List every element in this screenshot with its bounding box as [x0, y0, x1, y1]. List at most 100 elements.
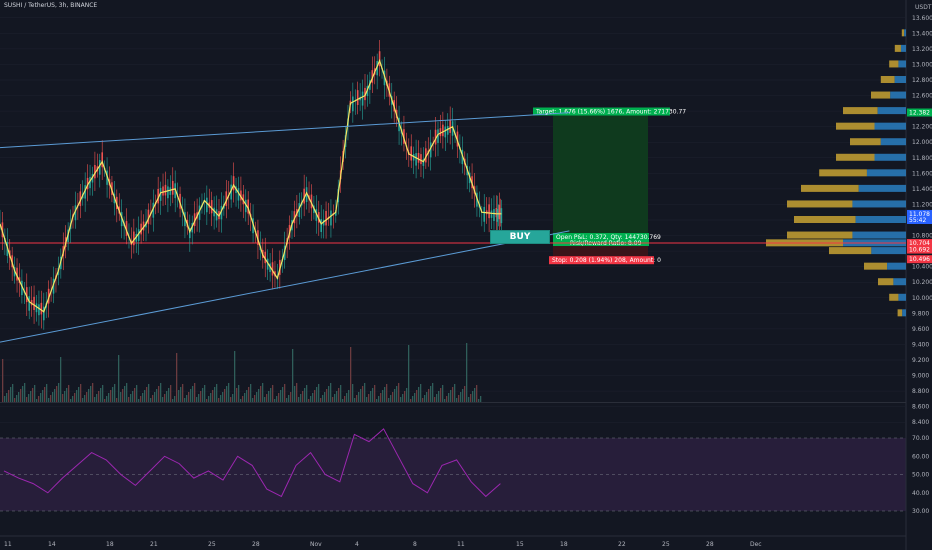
- volume-bar: [282, 387, 284, 402]
- volume-bar: [274, 399, 276, 402]
- volume-bar: [422, 398, 424, 402]
- volume-bar: [256, 392, 258, 402]
- volume-bar: [402, 394, 404, 402]
- candle-body: [232, 176, 235, 191]
- volume-bar: [372, 388, 374, 402]
- volume-bar: [436, 394, 438, 402]
- position-tool[interactable]: Target: 1.676 (15.66%) 1676, Amount: 271…: [0, 107, 906, 265]
- volume-bar: [114, 384, 116, 402]
- volume-bar: [46, 384, 48, 402]
- volume-bar: [24, 383, 26, 402]
- candle-body: [28, 296, 30, 311]
- stop-label-bg: [549, 256, 654, 265]
- candle-body: [496, 208, 499, 222]
- candle-body: [133, 231, 135, 246]
- price-tick-label: 9.400: [912, 341, 929, 348]
- volume-bar: [424, 395, 426, 402]
- price-tick-label: 11.800: [912, 155, 932, 162]
- candle-body: [322, 219, 325, 226]
- volume-bar: [348, 390, 350, 402]
- volume-bar: [464, 386, 466, 402]
- volume-bar: [30, 391, 32, 402]
- volume-bar: [416, 390, 418, 402]
- rsi-tick-label: 70.00: [912, 435, 929, 442]
- volume-bar: [20, 389, 22, 402]
- candle-body: [74, 205, 77, 221]
- candle-body: [264, 251, 267, 264]
- volume-bar: [106, 396, 108, 402]
- volume-bar: [174, 396, 176, 402]
- volume-bar: [426, 392, 428, 402]
- volume-bar: [126, 383, 128, 402]
- pane-divider: [0, 402, 906, 403]
- volume-bar: [266, 394, 268, 402]
- volume-profile-buy: [893, 278, 906, 286]
- volume-bar: [48, 398, 50, 402]
- volume-bar: [358, 392, 360, 402]
- volume-bar: [290, 392, 292, 402]
- buy-button[interactable]: BUY: [490, 230, 550, 244]
- volume-profile-buy: [866, 169, 906, 177]
- candle-body: [449, 119, 451, 133]
- candle-body: [305, 187, 308, 203]
- stop-label: Stop: 0.208 (1.94%) 208, Amount: 0: [552, 257, 661, 264]
- volume-bar: [224, 389, 226, 402]
- candle-body: [376, 61, 378, 76]
- price-badge-label: 55:42: [909, 217, 926, 224]
- volume-bar: [26, 397, 28, 402]
- volume-bar: [202, 388, 204, 402]
- volume-bar: [8, 390, 10, 402]
- volume-bar: [406, 388, 408, 402]
- volume-bar: [164, 394, 166, 402]
- candle-body: [320, 219, 322, 232]
- candle-body: [429, 142, 432, 158]
- rsi-axis: 70.00 60.00 50.00 40.00 30.00: [912, 435, 929, 515]
- volume-bar: [198, 394, 200, 402]
- volume-bar: [18, 392, 20, 402]
- volume-bar: [180, 387, 182, 402]
- price-badge-label: 12.382: [909, 110, 930, 117]
- price-tick-label: 8.600: [912, 404, 929, 411]
- volume-bar: [446, 396, 448, 402]
- volume-bar: [232, 394, 234, 402]
- volume-bar: [184, 398, 186, 402]
- candle-body: [25, 287, 28, 303]
- volume-bar: [248, 387, 250, 402]
- volume-bar: [230, 397, 232, 402]
- trendlines[interactable]: [0, 112, 570, 343]
- candle-body: [483, 206, 486, 222]
- volume-profile-buy: [877, 107, 906, 115]
- volume-bar: [326, 389, 328, 402]
- volume-bar: [166, 391, 168, 402]
- volume-bar: [404, 391, 406, 402]
- time-tick-label: 4: [355, 541, 359, 548]
- volume-bar: [222, 392, 224, 402]
- price-tick-label: 9.200: [912, 357, 929, 364]
- trendline: [0, 112, 570, 149]
- volume-bar: [396, 386, 398, 402]
- volume-bar: [152, 395, 154, 402]
- volume-bar: [172, 399, 174, 402]
- volume-bar: [210, 393, 212, 402]
- candle-body: [247, 199, 249, 214]
- candle-body: [410, 146, 413, 161]
- candle-body: [417, 153, 420, 163]
- volume-bar: [322, 395, 324, 402]
- candle-body: [266, 258, 269, 270]
- moving-average-line: [0, 58, 502, 313]
- time-tick-label: 21: [150, 541, 158, 548]
- volume-profile-sell: [871, 91, 891, 99]
- volume-bar: [408, 345, 410, 402]
- volume-bar: [298, 397, 300, 402]
- volume-profile-buy: [900, 44, 906, 52]
- time-tick-label: 14: [48, 541, 56, 548]
- candle-body: [162, 186, 164, 196]
- volume-bar: [188, 392, 190, 402]
- time-tick-label: 8: [413, 541, 417, 548]
- volume-bar: [312, 393, 314, 402]
- volume-bar: [130, 394, 132, 402]
- volume-bar: [146, 387, 148, 402]
- volume-profile-sell: [864, 262, 888, 270]
- volume-bar: [128, 397, 130, 402]
